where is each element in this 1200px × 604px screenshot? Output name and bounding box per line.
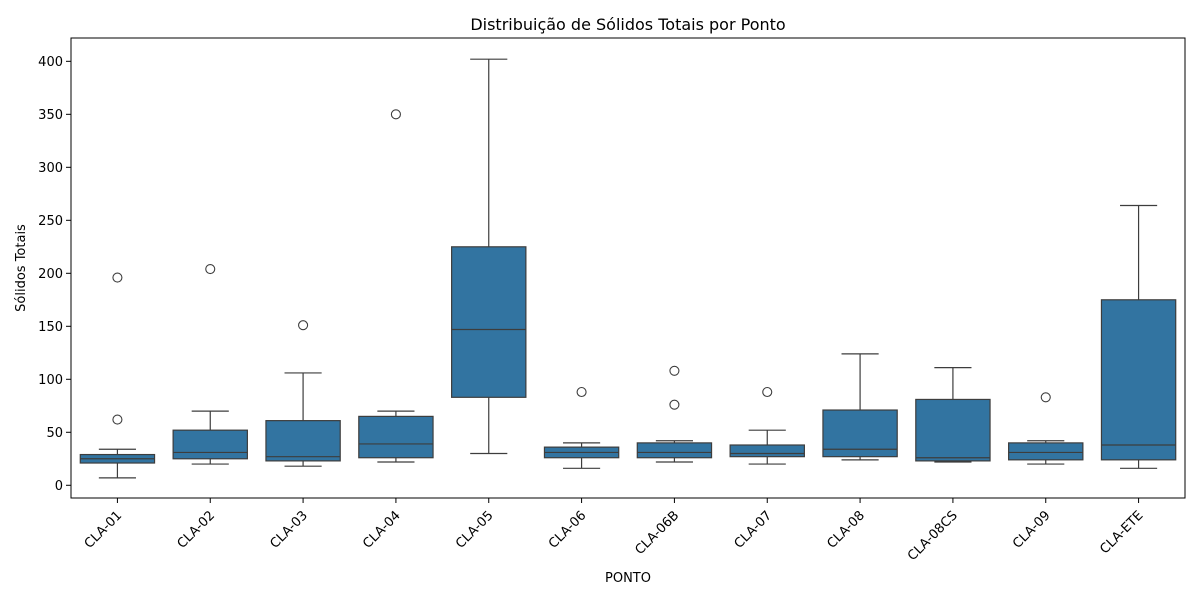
outlier-point bbox=[1040, 392, 1051, 403]
outlier-point bbox=[576, 386, 587, 398]
x-tick-label: CLA-02 bbox=[175, 508, 218, 551]
y-tick-label: 250 bbox=[38, 214, 63, 229]
y-tick-label: 200 bbox=[38, 267, 63, 282]
chart-title: Distribuição de Sólidos Totais por Ponto bbox=[470, 15, 785, 34]
x-tick-label: CLA-05 bbox=[453, 508, 496, 551]
box-group-cla-06 bbox=[543, 386, 620, 469]
box-group-cla-06b bbox=[636, 365, 713, 463]
y-tick-label: 100 bbox=[38, 373, 63, 388]
box-iqr bbox=[265, 420, 341, 462]
outlier-point bbox=[762, 386, 773, 398]
box-iqr bbox=[1008, 442, 1084, 461]
x-tick-label: CLA-08CS bbox=[905, 508, 961, 564]
box-group-cla-08cs bbox=[915, 367, 991, 463]
y-tick-label: 150 bbox=[38, 320, 63, 335]
y-tick-label: 0 bbox=[55, 479, 63, 494]
outlier-point bbox=[112, 414, 123, 425]
box-group-cla-09 bbox=[1008, 392, 1084, 465]
y-tick-label: 50 bbox=[46, 426, 63, 441]
box-iqr bbox=[636, 442, 713, 459]
axes: CLA-01 CLA-02 CLA-03 CLA-04 CLA-05 CLA-06 CLA-… bbox=[38, 55, 1146, 564]
y-tick-label: 350 bbox=[38, 108, 63, 123]
box-group-cla-01 bbox=[79, 272, 156, 479]
box-iqr bbox=[451, 246, 527, 398]
outlier-point bbox=[669, 399, 680, 410]
box-group-cla-07 bbox=[729, 386, 805, 465]
box-group-cla-08 bbox=[822, 353, 898, 461]
x-tick-label: CLA-08 bbox=[824, 508, 867, 551]
outlier-point bbox=[205, 264, 216, 275]
box-iqr bbox=[915, 398, 991, 462]
y-axis-title: Sólidos Totais bbox=[14, 224, 29, 312]
x-axis-title: PONTO bbox=[605, 571, 651, 586]
x-tick-label: CLA-04 bbox=[360, 508, 403, 551]
outlier-point bbox=[390, 109, 401, 120]
x-tick-label: CLA-01 bbox=[82, 508, 125, 551]
box-iqr bbox=[358, 415, 434, 459]
x-tick-label: CLA-07 bbox=[732, 508, 775, 551]
outlier-point bbox=[669, 365, 680, 376]
y-tick-label: 400 bbox=[38, 55, 63, 70]
x-tick-label: CLA-06B bbox=[632, 508, 682, 558]
box-group-cla-05 bbox=[451, 58, 527, 455]
x-tick-label: CLA-06 bbox=[546, 508, 589, 551]
outlier-point bbox=[298, 320, 309, 331]
x-tick-label: CLA-ETE bbox=[1097, 508, 1146, 557]
y-tick-label: 300 bbox=[38, 161, 63, 176]
box-iqr bbox=[729, 444, 805, 458]
box-group-cla-ete bbox=[1100, 204, 1177, 469]
box-group-cla-02 bbox=[172, 264, 248, 465]
plot-area bbox=[79, 58, 1177, 479]
box-group-cla-04 bbox=[358, 109, 434, 463]
outlier-point bbox=[112, 272, 123, 283]
box-iqr bbox=[1100, 299, 1177, 461]
box-iqr bbox=[172, 429, 248, 460]
box-group-cla-03 bbox=[265, 320, 341, 467]
x-tick-label: CLA-09 bbox=[1010, 508, 1053, 551]
x-tick-label: CLA-03 bbox=[267, 508, 310, 551]
plot-frame bbox=[70, 37, 1186, 499]
